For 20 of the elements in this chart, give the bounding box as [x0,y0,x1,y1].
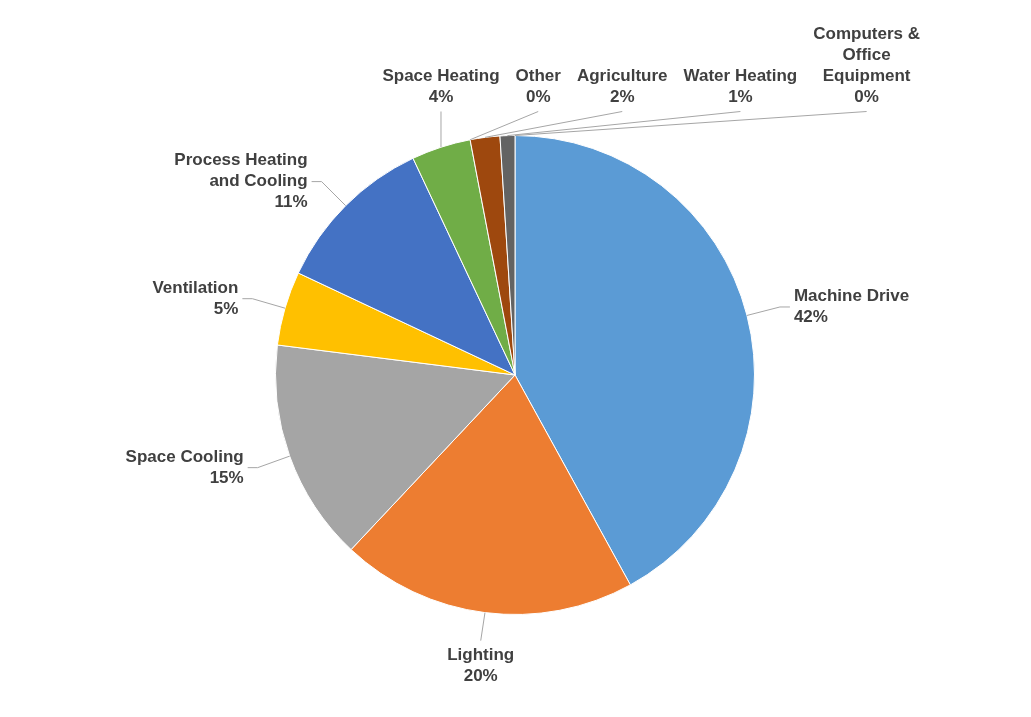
slice-label: Space Heating [382,65,500,85]
slice-label: Lighting [447,644,515,664]
category-label: Computers & Office Equipment [813,23,920,85]
data-label: 2% [609,86,635,106]
data-label: 20% [463,665,498,685]
slice-label: Water Heating [683,65,798,85]
slice-label: Machine Drive [793,286,910,306]
data-label: 15% [209,467,244,487]
category-label: Other [515,65,561,85]
data-label: 1% [728,86,753,106]
slice-label: Ventilation [152,277,239,297]
text: 0% [525,86,551,106]
data-label: 42% [793,307,828,327]
slice-label: Process Heating and Cooling [174,150,308,191]
data-label: 5% [213,298,239,318]
data-label: 4% [428,86,454,106]
slice-label: Space Cooling [125,446,244,466]
text: 0% [854,86,879,106]
slice-label: Agriculture [576,65,668,85]
data-label: 11% [274,192,308,212]
